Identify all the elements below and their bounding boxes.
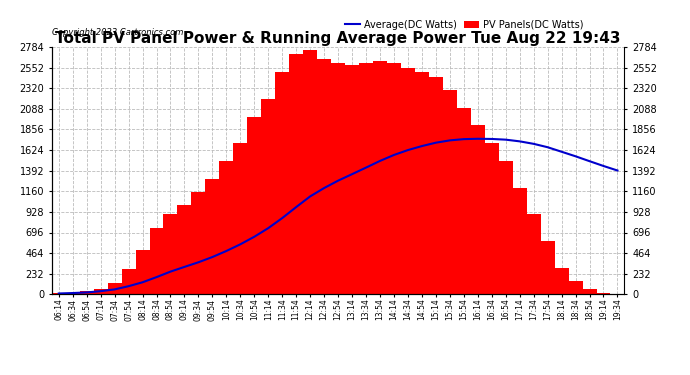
- Bar: [108, 283, 121, 294]
- Bar: [415, 72, 429, 294]
- Bar: [206, 179, 219, 294]
- Bar: [247, 117, 262, 294]
- Bar: [555, 268, 569, 294]
- Bar: [345, 65, 359, 294]
- Bar: [499, 161, 513, 294]
- Bar: [429, 76, 443, 294]
- Bar: [387, 63, 401, 294]
- Bar: [569, 281, 582, 294]
- Bar: [443, 90, 457, 294]
- Text: Copyright 2023 Cartronics.com: Copyright 2023 Cartronics.com: [52, 28, 183, 37]
- Bar: [135, 250, 150, 294]
- Bar: [359, 63, 373, 294]
- Bar: [541, 241, 555, 294]
- Bar: [373, 62, 387, 294]
- Bar: [597, 292, 611, 294]
- Bar: [513, 188, 526, 294]
- Bar: [94, 289, 108, 294]
- Bar: [485, 143, 499, 294]
- Bar: [275, 72, 289, 294]
- Bar: [526, 214, 541, 294]
- Bar: [177, 206, 191, 294]
- Bar: [457, 108, 471, 294]
- Bar: [317, 59, 331, 294]
- Bar: [401, 68, 415, 294]
- Bar: [303, 50, 317, 294]
- Bar: [191, 192, 206, 294]
- Legend: Average(DC Watts), PV Panels(DC Watts): Average(DC Watts), PV Panels(DC Watts): [341, 16, 587, 34]
- Bar: [471, 126, 485, 294]
- Bar: [219, 161, 233, 294]
- Bar: [233, 143, 247, 294]
- Bar: [121, 270, 135, 294]
- Bar: [79, 291, 94, 294]
- Bar: [289, 54, 303, 294]
- Bar: [164, 214, 177, 294]
- Title: Total PV Panel Power & Running Average Power Tue Aug 22 19:43: Total PV Panel Power & Running Average P…: [55, 31, 621, 46]
- Bar: [150, 228, 164, 294]
- Bar: [262, 99, 275, 294]
- Bar: [331, 63, 345, 294]
- Bar: [66, 292, 79, 294]
- Bar: [582, 289, 597, 294]
